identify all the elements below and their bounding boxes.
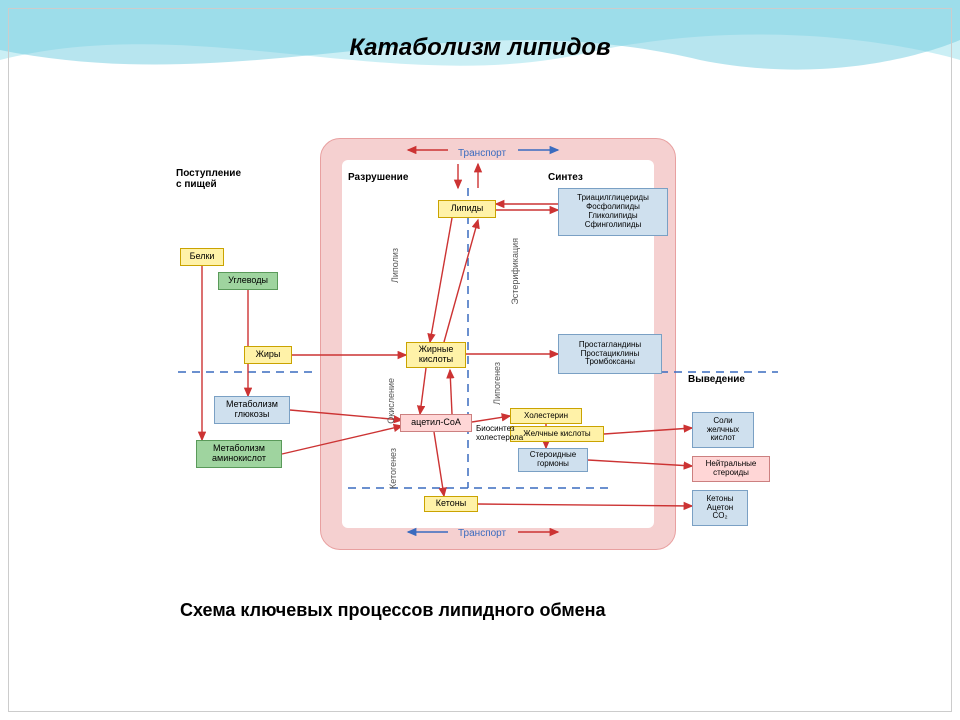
- node-acetyl: ацетил-CoA: [400, 414, 472, 432]
- node-neutral: Нейтральные стероиды: [692, 456, 770, 482]
- node-fatty: Жирные кислоты: [406, 342, 466, 368]
- vlabel-oxidation: Окисление: [386, 378, 396, 424]
- label-destruction: Разрушение: [348, 172, 408, 183]
- vlabel-lipolysis: Липолиз: [390, 248, 400, 283]
- label-transport_top: Транспорт: [458, 148, 506, 159]
- label-synthesis: Синтез: [548, 172, 583, 183]
- node-lipidlist: Триацилглицериды Фосфолипиды Гликолипиды…: [558, 188, 668, 236]
- vlabel-ketogenesis: Кетогенез: [388, 448, 398, 489]
- node-lipids: Липиды: [438, 200, 496, 218]
- vlabel-biosynth: Биосинтез холестерола: [476, 424, 523, 442]
- vlabel-esterification: Эстерификация: [510, 238, 520, 305]
- node-bile: Желчные кислоты: [510, 426, 604, 442]
- node-amino: Метаболизм аминокислот: [196, 440, 282, 468]
- node-prosta: Простагландины Простациклины Тромбоксаны: [558, 334, 662, 374]
- diagram-canvas: Белки Углеводы Жиры Метаболизм глюкозы Метаб…: [158, 128, 800, 560]
- node-steroid: Стероидные гормоны: [518, 448, 588, 472]
- node-ketones: Кетоны: [424, 496, 478, 512]
- node-glucose: Метаболизм глюкозы: [214, 396, 290, 424]
- node-proteins: Белки: [180, 248, 224, 266]
- node-bilesalts: Соли желчных кислот: [692, 412, 754, 448]
- vlabel-lipogenesis: Липогенез: [492, 362, 502, 405]
- label-excretion: Выведение: [688, 374, 745, 385]
- slide-title: Катаболизм липидов: [0, 34, 960, 62]
- label-intake: Поступление с пищей: [176, 168, 241, 190]
- slide-caption: Схема ключевых процессов липидного обмен…: [180, 600, 606, 621]
- node-ketout: Кетоны Ацетон CO₂: [692, 490, 748, 526]
- node-fats: Жиры: [244, 346, 292, 364]
- node-chol: Холестерин: [510, 408, 582, 424]
- label-transport_bot: Транспорт: [458, 528, 506, 539]
- node-carbs: Углеводы: [218, 272, 278, 290]
